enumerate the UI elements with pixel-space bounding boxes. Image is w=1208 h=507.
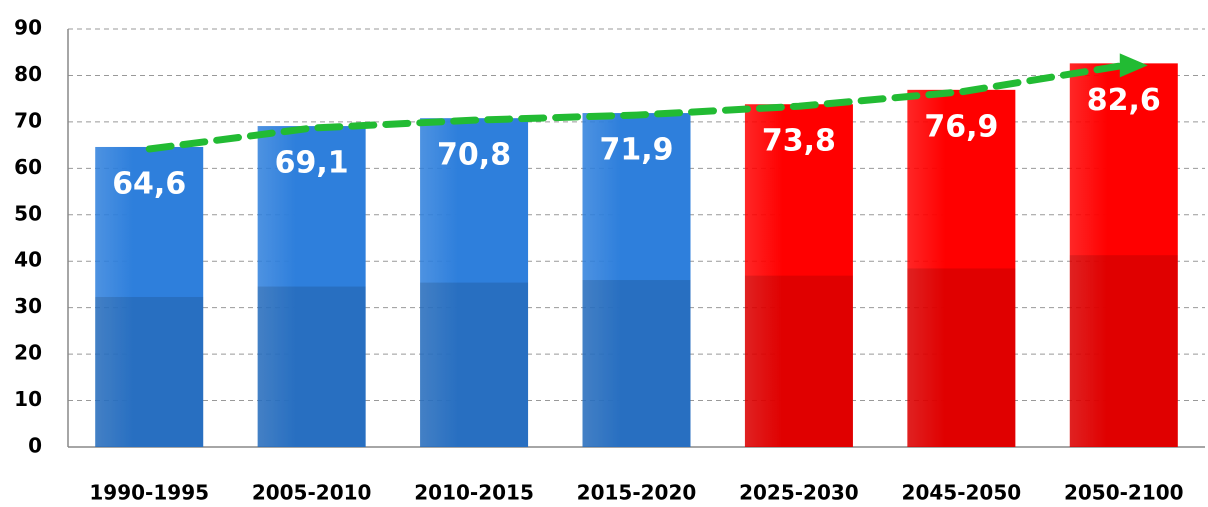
x-tick-label: 2010-2015 bbox=[414, 481, 534, 505]
value-label: 76,9 bbox=[924, 109, 998, 144]
bar bbox=[257, 126, 366, 448]
x-tick-label: 2050-2100 bbox=[1064, 481, 1184, 505]
x-tick-label: 2015-2020 bbox=[577, 481, 697, 505]
y-tick-label: 90 bbox=[14, 16, 42, 40]
trend-line bbox=[145, 61, 1128, 153]
x-tick-label: 1990-1995 bbox=[89, 481, 209, 505]
value-label: 64,6 bbox=[112, 166, 186, 201]
trend-arrowhead bbox=[1119, 53, 1148, 78]
y-tick-label: 20 bbox=[14, 341, 42, 365]
x-tick-label: 2045-2050 bbox=[902, 481, 1022, 505]
value-label: 70,8 bbox=[437, 138, 511, 173]
value-label: 73,8 bbox=[762, 124, 836, 159]
value-label: 71,9 bbox=[599, 133, 673, 168]
bar bbox=[582, 113, 691, 447]
bar-shade bbox=[744, 275, 853, 447]
y-tick-label: 0 bbox=[28, 434, 42, 458]
bar bbox=[907, 89, 1016, 447]
y-tick-label: 30 bbox=[14, 294, 42, 318]
y-tick-label: 40 bbox=[14, 248, 42, 272]
y-tick-label: 60 bbox=[14, 155, 42, 179]
bar bbox=[1069, 63, 1178, 447]
bar-shade bbox=[582, 280, 691, 447]
y-tick-label: 50 bbox=[14, 201, 42, 225]
y-tick-label: 70 bbox=[14, 108, 42, 132]
bar-shade bbox=[1069, 255, 1178, 447]
y-tick-label: 10 bbox=[14, 387, 42, 411]
x-tick-label: 2005-2010 bbox=[252, 481, 372, 505]
bar-shade bbox=[257, 286, 366, 447]
bar-shade bbox=[95, 296, 204, 447]
value-label: 69,1 bbox=[275, 146, 349, 181]
x-tick-label: 2025-2030 bbox=[739, 481, 859, 505]
y-tick-label: 80 bbox=[14, 62, 42, 86]
value-label: 82,6 bbox=[1087, 83, 1161, 118]
bar-shade bbox=[907, 268, 1016, 447]
bar bbox=[420, 118, 529, 447]
bar bbox=[95, 146, 204, 448]
bar-shade bbox=[420, 282, 529, 447]
bar bbox=[744, 104, 853, 448]
